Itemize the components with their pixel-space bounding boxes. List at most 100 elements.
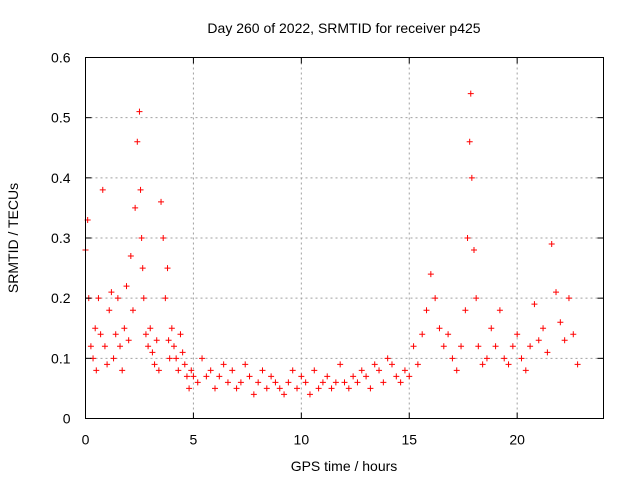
data-point <box>527 343 534 350</box>
data-point <box>380 379 387 386</box>
data-point <box>466 138 473 145</box>
data-point <box>423 307 430 314</box>
data-point <box>548 241 555 248</box>
data-point <box>220 361 227 368</box>
data-point <box>453 367 460 374</box>
data-point <box>319 379 326 386</box>
data-point <box>95 295 102 302</box>
data-point <box>175 367 182 374</box>
data-point <box>371 361 378 368</box>
data-point <box>97 331 104 338</box>
data-point <box>93 367 100 374</box>
data-point <box>505 361 512 368</box>
data-point <box>173 355 180 362</box>
x-tick-label: 0 <box>82 432 90 448</box>
data-point <box>514 331 521 338</box>
data-point <box>134 138 141 145</box>
data-point <box>328 385 335 392</box>
data-point <box>129 307 136 314</box>
data-point <box>268 373 275 380</box>
data-point <box>298 373 305 380</box>
data-point <box>509 343 516 350</box>
data-point <box>207 367 214 374</box>
data-point <box>125 337 132 344</box>
data-point <box>553 289 560 296</box>
data-point <box>147 325 154 332</box>
data-point <box>255 379 262 386</box>
data-point <box>121 325 128 332</box>
data-point <box>432 295 439 302</box>
data-point <box>302 379 309 386</box>
data-point <box>468 174 475 181</box>
data-point <box>155 367 162 374</box>
data-point <box>401 367 408 374</box>
data-point <box>181 361 188 368</box>
data-point <box>367 385 374 392</box>
data-point <box>166 355 173 362</box>
data-point <box>177 331 184 338</box>
data-point <box>397 379 404 386</box>
data-point <box>570 331 577 338</box>
data-points <box>82 90 581 398</box>
data-point <box>436 325 443 332</box>
data-point <box>212 385 218 392</box>
data-point <box>449 355 456 362</box>
data-point <box>458 343 465 350</box>
data-point <box>186 385 193 392</box>
y-axis-label: SRMTID / TECUs <box>5 183 21 293</box>
y-tick-label: 0.5 <box>51 110 71 126</box>
data-point <box>138 235 145 241</box>
data-point <box>535 337 542 344</box>
y-tick-label: 0.6 <box>51 50 71 66</box>
data-point <box>531 301 538 308</box>
data-point <box>110 355 117 362</box>
chart-title: Day 260 of 2022, SRMTID for receiver p42… <box>207 20 480 36</box>
data-point <box>140 295 147 302</box>
x-tick-label: 20 <box>509 432 525 448</box>
data-point <box>464 235 471 241</box>
data-point <box>363 373 370 380</box>
data-point <box>419 331 426 338</box>
y-tick-label: 0.1 <box>51 350 71 366</box>
data-point <box>354 379 361 386</box>
data-point <box>168 325 175 332</box>
data-point <box>393 373 400 380</box>
data-point <box>263 385 270 392</box>
data-point <box>188 367 195 374</box>
data-point <box>194 379 201 386</box>
data-point <box>483 355 490 362</box>
data-point <box>462 307 469 314</box>
data-point <box>501 355 508 362</box>
data-point <box>259 367 266 374</box>
data-point <box>237 379 244 386</box>
data-point <box>108 289 115 296</box>
data-point <box>233 385 240 392</box>
data-point <box>272 379 279 386</box>
data-point <box>139 265 146 272</box>
data-point <box>540 325 547 332</box>
data-point <box>158 198 165 205</box>
data-point <box>151 361 158 368</box>
data-point <box>445 331 452 338</box>
data-point <box>106 307 113 314</box>
data-point <box>475 343 482 350</box>
data-point <box>149 349 156 356</box>
data-point <box>199 355 206 362</box>
data-point <box>250 391 257 398</box>
y-axis-ticks: 0 0.1 0.2 0.3 0.4 0.5 0.6 <box>51 50 604 427</box>
data-point <box>337 361 344 368</box>
data-point <box>164 265 171 272</box>
y-tick-label: 0 <box>63 411 71 427</box>
data-point <box>281 391 288 398</box>
data-point <box>114 295 121 302</box>
data-point <box>190 373 197 380</box>
data-point <box>414 361 421 368</box>
y-tick-label: 0.3 <box>51 230 71 246</box>
data-point <box>160 235 167 241</box>
data-point <box>427 271 434 278</box>
data-point <box>561 337 568 344</box>
data-point <box>112 331 119 338</box>
data-point <box>294 385 301 392</box>
data-point <box>376 367 383 374</box>
